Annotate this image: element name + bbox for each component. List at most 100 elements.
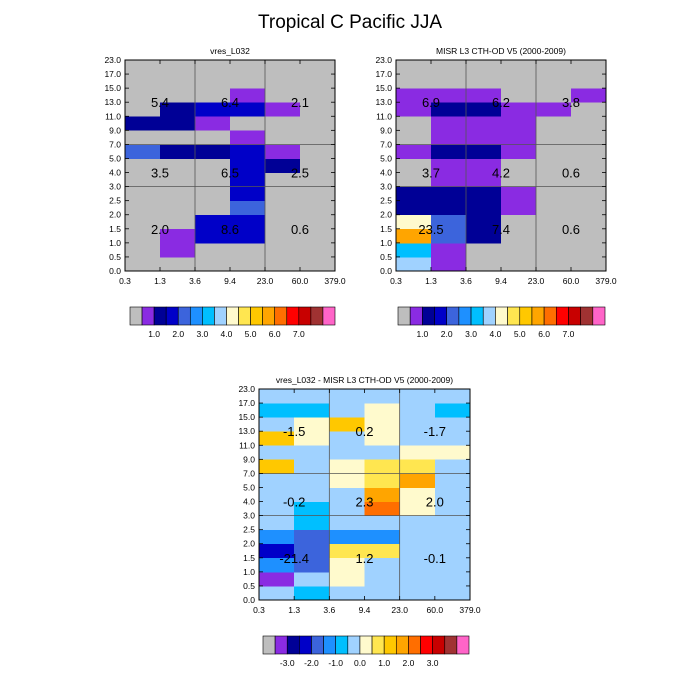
heatmap-cell	[399, 473, 436, 488]
bin-sum-label: -0.2	[283, 495, 305, 510]
heatmap-cell	[160, 130, 196, 145]
y-tick-label: 11.0	[239, 440, 255, 450]
heatmap-cell	[466, 242, 502, 258]
colorbar-box	[311, 635, 324, 655]
y-tick-label: 13.0	[375, 97, 392, 107]
heatmap-cell	[300, 186, 336, 202]
heatmap-cell	[434, 403, 471, 418]
panel-difference: vres_L032 - MISR L3 CTH-OD V5 (2000-2009…	[238, 375, 480, 615]
bin-sum-label: 3.8	[562, 95, 580, 110]
heatmap-cell	[431, 228, 467, 244]
heatmap-cell	[125, 144, 161, 159]
heatmap-cell	[536, 256, 572, 272]
y-tick-label: 9.0	[380, 125, 392, 135]
colorbar-box	[444, 635, 458, 655]
heatmap-cell	[466, 200, 502, 216]
bin-sum-label: 2.5	[291, 166, 309, 181]
heatmap-cell	[536, 228, 572, 244]
heatmap-cell	[265, 172, 301, 187]
heatmap-cell	[364, 417, 401, 432]
heatmap-cell	[329, 501, 365, 516]
heatmap-cell	[434, 417, 471, 432]
heatmap-cell	[571, 256, 607, 272]
heatmap-cell	[571, 214, 607, 230]
heatmap-cell	[399, 487, 436, 502]
heatmap-cell	[466, 214, 502, 230]
x-tick-label: 0.3	[390, 276, 402, 286]
heatmap-cell	[300, 228, 336, 244]
heatmap-cell	[195, 172, 231, 187]
heatmap-cell	[230, 88, 266, 103]
colorbar-box	[482, 306, 496, 326]
x-tick-label: 3.6	[460, 276, 472, 286]
colorbar-box	[420, 635, 433, 655]
colorbar-box	[456, 635, 470, 655]
heatmap-cell	[501, 60, 537, 75]
colorbar-label: 2.0	[402, 658, 414, 668]
heatmap-cell	[329, 557, 365, 573]
heatmap-cell	[265, 228, 301, 244]
heatmap-cell	[399, 403, 436, 418]
heatmap-cell	[230, 242, 266, 258]
colorbar-box	[422, 306, 435, 326]
colorbar-label: -1.0	[328, 658, 343, 668]
x-tick-label: 9.4	[224, 276, 236, 286]
colorbar-label: 5.0	[245, 329, 257, 339]
heatmap-cell	[571, 228, 607, 244]
heatmap-cell	[160, 186, 196, 202]
heatmap-cell	[300, 88, 336, 103]
heatmap-cell	[396, 74, 432, 89]
y-tick-label: 13.0	[104, 97, 121, 107]
colorbar-box	[432, 635, 446, 655]
heatmap-cell	[300, 116, 336, 131]
heatmap-cell	[399, 389, 436, 404]
heatmap-cell	[399, 431, 436, 446]
colorbar-box	[568, 306, 581, 326]
y-tick-label: 2.5	[380, 196, 392, 206]
heatmap-cell	[364, 515, 401, 531]
heatmap-cell	[265, 130, 301, 145]
heatmap-cell	[125, 102, 161, 117]
heatmap-cell	[195, 60, 231, 75]
heatmap-cell	[431, 74, 467, 89]
y-tick-label: 2.0	[109, 210, 121, 220]
bin-sum-label: 3.5	[151, 166, 169, 181]
heatmap-cell	[431, 102, 467, 117]
heatmap-cell	[434, 571, 471, 587]
colorbar-box	[397, 306, 411, 326]
x-tick-label: 1.3	[425, 276, 437, 286]
colorbar-box	[129, 306, 143, 326]
y-tick-label: 0.0	[243, 595, 255, 605]
y-tick-label: 11.0	[376, 111, 392, 121]
y-tick-label: 9.0	[109, 125, 121, 135]
heatmap-cell	[431, 158, 467, 173]
heatmap-cell	[300, 102, 336, 117]
heatmap-cell	[501, 256, 537, 272]
colorbar-box	[286, 306, 300, 326]
heatmap-cell	[259, 459, 295, 474]
colorbar-label: 3.0	[427, 658, 439, 668]
heatmap-cell	[300, 256, 336, 272]
y-tick-label: 23.0	[104, 55, 121, 65]
colorbar-box	[592, 306, 606, 326]
colorbar-label: 4.0	[489, 329, 501, 339]
bin-sum-label: 0.6	[562, 222, 580, 237]
heatmap-cell	[434, 487, 471, 502]
heatmap-cell	[431, 130, 467, 145]
panel-title: vres_L032 - MISR L3 CTH-OD V5 (2000-2009…	[276, 375, 453, 385]
y-tick-label: 17.0	[375, 69, 392, 79]
bin-sum-label: 6.4	[221, 95, 239, 110]
heatmap-cell	[160, 214, 196, 230]
y-tick-label: 7.0	[109, 139, 121, 149]
heatmap-cell	[160, 242, 196, 258]
heatmap-cell	[434, 389, 471, 404]
colorbar-box	[347, 635, 361, 655]
x-tick-label: 0.3	[253, 605, 265, 615]
heatmap-cell	[329, 459, 365, 474]
bin-sum-label: 6.9	[422, 95, 440, 110]
heatmap-cell	[431, 60, 467, 75]
heatmap-cell	[431, 172, 467, 187]
heatmap-cell	[160, 144, 196, 159]
bin-sum-label: 2.0	[151, 222, 169, 237]
heatmap-cell	[294, 543, 330, 559]
